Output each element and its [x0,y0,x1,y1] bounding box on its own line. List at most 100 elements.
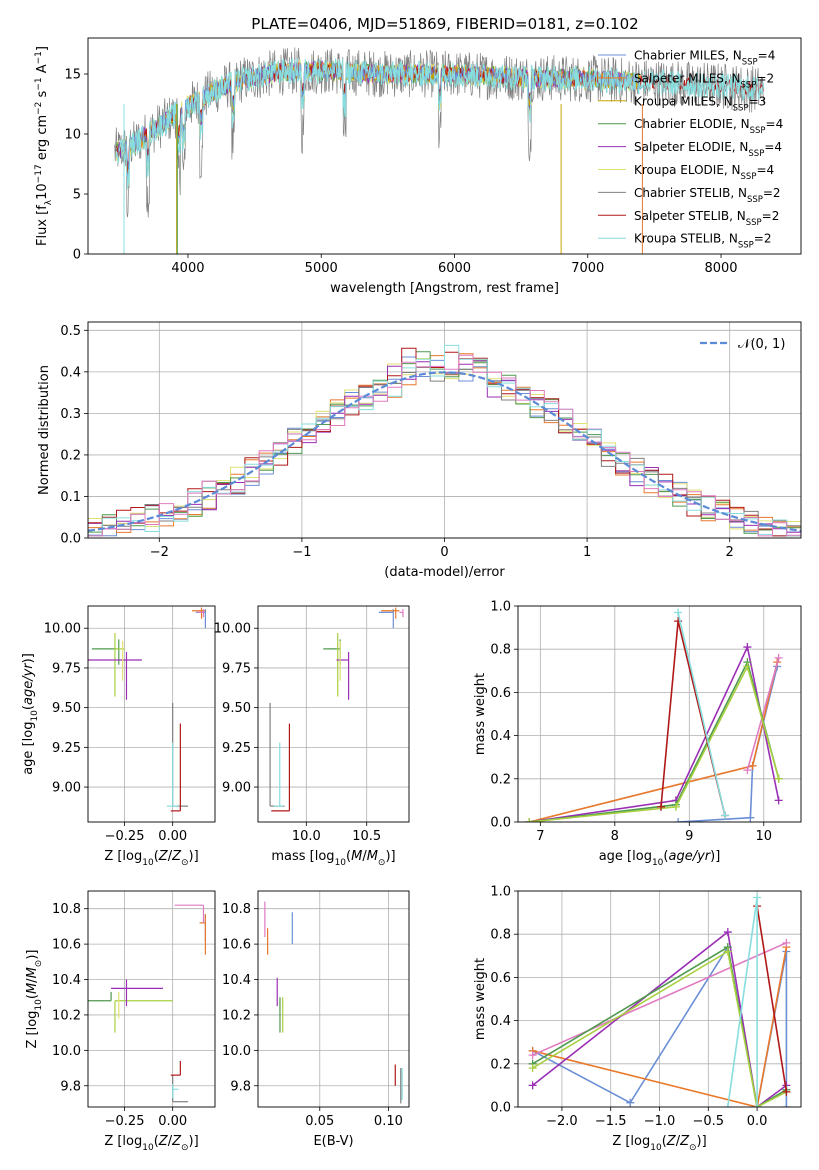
y-axis-label-part: −1 [34,51,44,64]
y-axis-label-part: λ [44,199,54,205]
x-axis-label-part: ( [663,849,668,864]
weight-marker [782,1087,791,1096]
weight-marker [723,1103,732,1107]
legend-entry-suffix: =4 [756,163,774,177]
legend-entry-suffix: =4 [766,117,784,131]
axes-frame [257,605,410,823]
legend-entry: Chabrier STELIB, NSSP=2 [634,186,781,205]
x-tick-label: 10.0 [292,829,321,844]
y-axis-label-part: ( [25,994,40,999]
y-axis-label-part: age [log [21,722,36,775]
y-tick-label: 10.0 [222,1044,251,1059]
weight-marker [671,802,680,811]
y-tick-label: 10.4 [222,973,251,988]
weight-line-salpeter_miles [529,662,778,822]
plot-area [528,893,791,1107]
legend-entry: Kroupa STELIB, NSSP=2 [634,232,772,251]
axes-frame [87,890,216,1108]
y-axis-label: mass weight [473,958,488,1040]
y-tick-label: 0.8 [490,928,511,943]
weight-marker [753,1103,762,1107]
y-axis-label: Z [log10(M/M⊙)] [25,950,44,1049]
weight-marker [723,928,732,937]
y-tick-label: 0.4 [490,729,511,744]
y-axis-label-part: s [35,90,50,101]
x-axis-label-part: 10 [650,1143,662,1153]
y-tick-label: 9.50 [52,701,81,716]
y-tick-label: 0.4 [490,1014,511,1029]
legend-entry-text: Chabrier ELODIE, N [634,117,750,131]
y-axis-label-part: −2 [34,102,44,115]
x-axis-label-part: Z [171,849,182,864]
legend-entry: Chabrier MILES, NSSP=4 [634,49,775,68]
x-tick-label: −0.25 [105,829,145,844]
weight-line-salpeter_stelib [756,905,788,1093]
y-tick-label: 0.0 [490,1101,511,1116]
x-tick-label: 0.05 [305,1114,334,1129]
histogram-pink [88,354,801,537]
x-axis-label-part: age [log [599,849,652,864]
y-tick-label: 0.2 [490,772,511,787]
grid [88,891,215,1107]
weight-marker [528,1051,537,1060]
y-tick-label: 10.2 [52,1008,81,1023]
x-axis-label-part: / [168,1134,173,1149]
legend-entry: 𝒩(0, 1) [738,337,785,352]
y-axis-label-part: ⊙ [34,960,44,968]
weight-marker [626,1098,635,1107]
panel-mass_Z: −0.25 0.009.810.010.210.410.610.8Z [log10… [25,890,216,1153]
legend-entry-suffix: =2 [762,209,780,223]
legend-entry-suffix: =4 [764,140,782,154]
y-tick-label: 0.4 [60,365,81,380]
weight-marker [721,811,730,820]
plot-area [88,607,206,812]
x-axis-label-part: ( [154,849,159,864]
x-axis-label-part: )] [697,1134,707,1149]
x-axis-label: Z [log10(Z/Z⊙)] [612,1134,706,1153]
legend-entry-text: Salpeter MILES, N [634,71,741,85]
y-tick-label: 9.25 [222,741,251,756]
y-tick-label: 10.4 [52,973,81,988]
x-tick-label: −0.5 [693,1114,725,1129]
panel-spectrum: 4000 5000 6000 7000 8000 0 5 10 15 wavelength [An… [34,37,802,296]
weight-marker [746,813,755,822]
y-tick-label: 0.6 [490,971,511,986]
x-axis-label: mass [log10(M/M⊙)] [271,849,395,868]
x-tick-label: −2.0 [546,1114,578,1129]
legend-entry-text: Chabrier MILES, N [634,49,742,63]
panel-mass_ebv: 0.05 0.10 9.8 10.0 10.2 10.4 10.6 10.8 E(B-V) [222,890,410,1149]
y-tick-label: 10.2 [222,1008,251,1023]
y-axis-label-part: )] [25,950,40,960]
y-tick-label: 9.8 [230,1079,251,1094]
y-tick-label: 0.2 [490,1057,511,1072]
y-axis-label-part: age/yr [21,662,36,705]
legend-entry: Kroupa ELODIE, NSSP=4 [634,163,774,182]
y-axis-label-part: ( [21,705,36,710]
x-tick-label: 4000 [171,261,204,276]
y-tick-label: 15 [64,68,81,83]
x-axis-label-part: ( [154,1134,159,1149]
x-tick-label: −1 [292,545,311,560]
x-axis-label-part: Z [158,1134,169,1149]
grid [88,606,215,822]
legend-entry-sub: SSP [738,241,754,251]
y-axis-label-part: M [25,967,40,978]
legend-entry-sub: SSP [741,172,757,182]
weight-marker [774,774,783,783]
x-axis-label: E(B-V) [313,1134,353,1149]
y-tick-label: 9.00 [52,781,81,796]
y-axis-label-part: mass weight [473,958,488,1040]
grid [258,891,409,1107]
weight-marker [743,662,752,671]
y-axis-label-part: −1 [34,77,44,90]
x-axis-label-part: E(B-V) [313,1134,353,1149]
panel-residuals: −2 −1 0 1 2 0.0 0.1 0.2 0.3 0.4 0.5 (data-model)/er… [37,321,802,580]
x-axis-label-part: ⊙ [181,858,189,868]
x-tick-label: −1.0 [644,1114,676,1129]
x-axis-label-part: 10 [652,858,664,868]
y-axis-label-part: A [35,64,50,77]
weight-marker [782,1103,791,1107]
y-axis-label-part: 10 [34,999,44,1011]
